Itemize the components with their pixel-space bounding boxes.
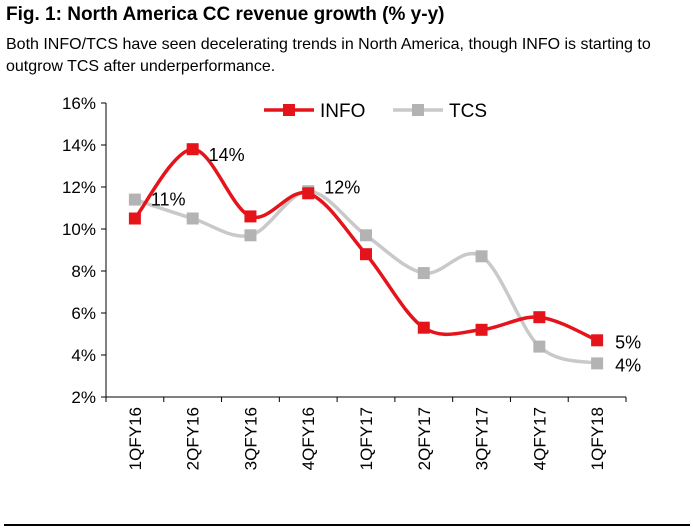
data-point-tcs-1qfy16 — [128, 193, 141, 206]
y-tick-label: 10% — [62, 220, 96, 239]
figure-subtitle: Both INFO/TCS have seen decelerating tre… — [6, 36, 651, 75]
y-tick-label: 16% — [62, 94, 96, 113]
data-point-tcs-4qfy17 — [533, 340, 546, 353]
data-point-tcs-3qfy17 — [475, 250, 488, 263]
series-line-tcs — [134, 189, 598, 366]
y-tick-label: 8% — [71, 262, 96, 281]
data-point-info-4qfy16 — [302, 187, 315, 200]
bottom-rule — [4, 524, 690, 526]
x-tick-label: 2QFY17 — [415, 407, 434, 470]
legend-label-info: INFO — [320, 101, 365, 122]
data-label: 5% — [615, 332, 641, 352]
x-tick-label: 3QFY17 — [473, 407, 492, 470]
x-tick-label: 1QFY16 — [126, 407, 145, 470]
y-tick-label: 12% — [62, 178, 96, 197]
x-tick-label: 4QFY16 — [299, 407, 318, 470]
x-tick-label: 1QFY18 — [588, 407, 607, 470]
data-point-tcs-1qfy18 — [591, 357, 604, 370]
data-point-info-2qfy16 — [186, 143, 199, 156]
data-point-info-1qfy17 — [360, 248, 372, 261]
y-tick-label: 6% — [71, 304, 96, 323]
x-tick-label: 2QFY16 — [184, 407, 203, 470]
y-tick-label: 14% — [62, 136, 96, 155]
data-point-info-1qfy18 — [591, 334, 604, 347]
data-point-tcs-1qfy17 — [360, 229, 372, 242]
x-tick-label: 3QFY16 — [241, 407, 260, 470]
y-tick-label: 4% — [71, 346, 96, 365]
data-point-tcs-3qfy16 — [244, 229, 257, 242]
y-tick-label: 2% — [71, 388, 96, 407]
data-point-tcs-2qfy16 — [186, 212, 199, 225]
x-tick-label: 1QFY17 — [357, 407, 376, 470]
data-label: 11% — [151, 190, 186, 210]
data-label: 12% — [324, 177, 360, 197]
data-label: 14% — [209, 145, 245, 165]
data-label: 4% — [615, 355, 641, 375]
data-point-info-3qfy16 — [244, 210, 257, 223]
data-point-tcs-2qfy17 — [417, 267, 430, 280]
data-point-info-3qfy17 — [475, 323, 488, 336]
legend-label-tcs: TCS — [449, 101, 487, 122]
data-point-info-2qfy17 — [417, 321, 430, 334]
figure-title: Fig. 1: North America CC revenue growth … — [6, 4, 445, 25]
data-point-info-1qfy16 — [128, 212, 141, 225]
legend-marker-info — [283, 104, 295, 116]
series-line-info — [133, 147, 598, 342]
legend-marker-tcs — [412, 104, 424, 116]
data-point-info-4qfy17 — [533, 311, 546, 324]
x-tick-label: 4QFY17 — [530, 407, 549, 470]
